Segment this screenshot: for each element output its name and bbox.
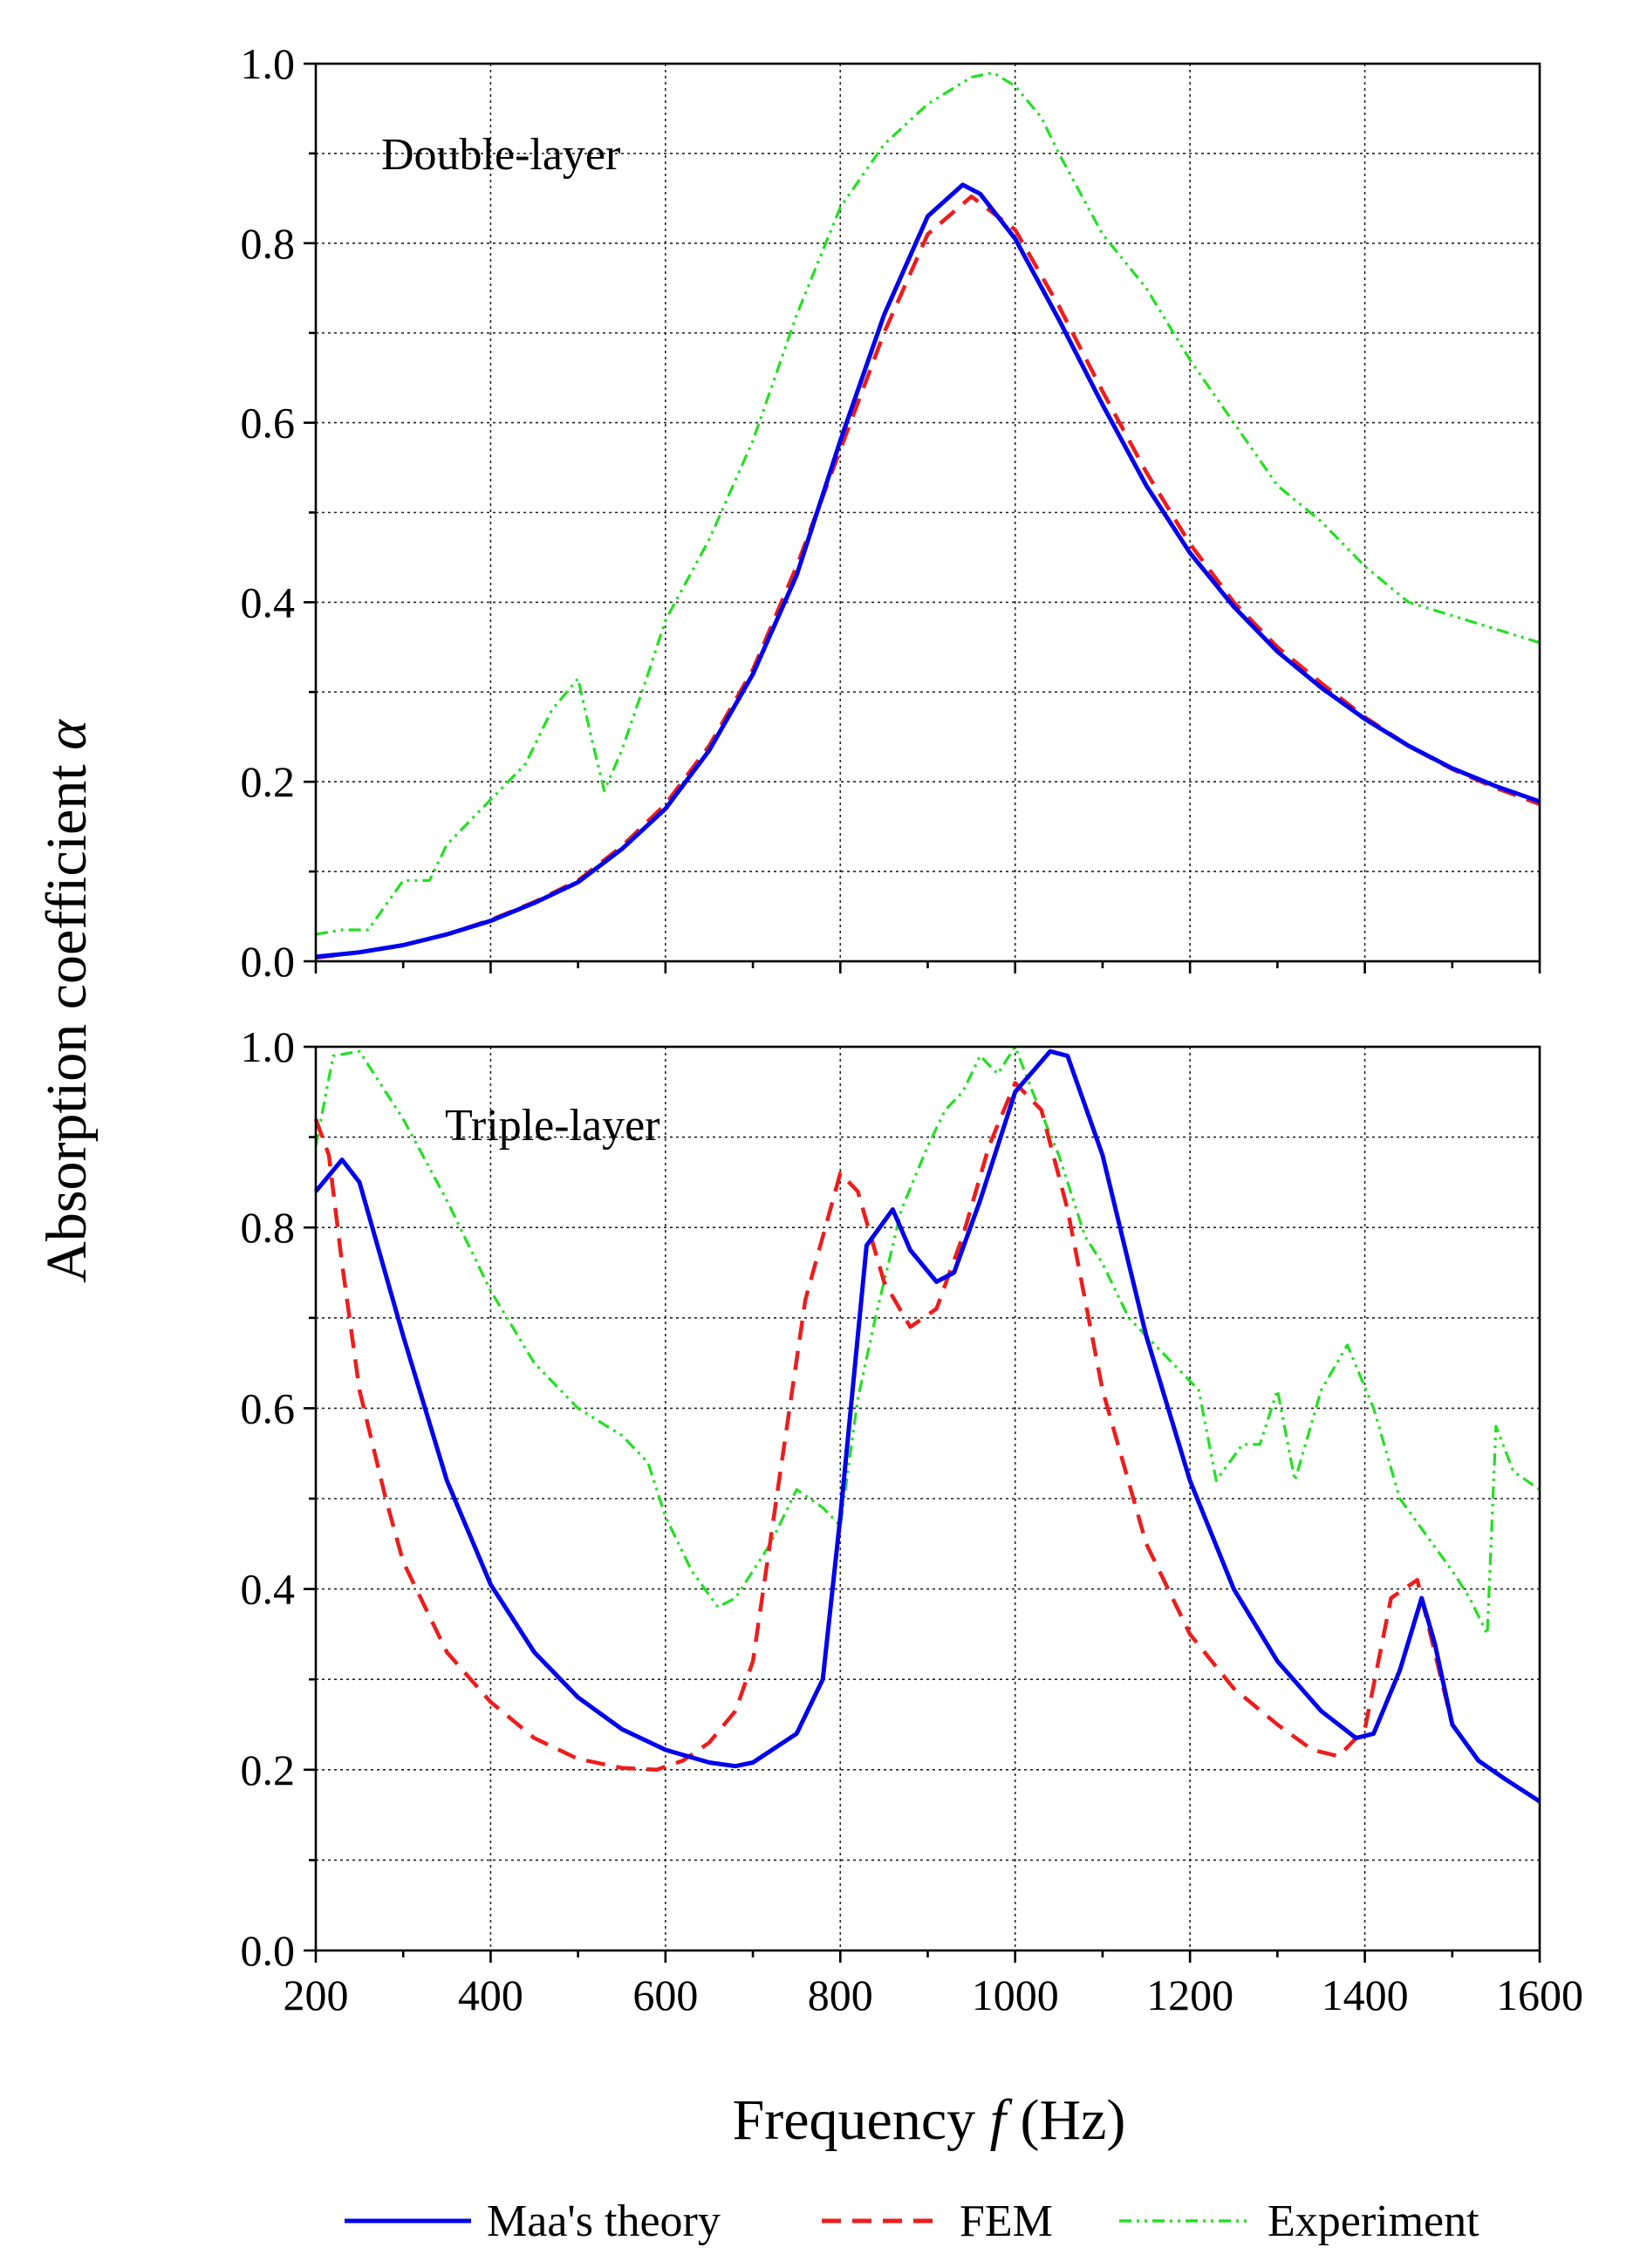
triple-layer-y-tick-label: 0.2 [241,1745,296,1794]
triple-layer-series [313,1045,1541,1804]
triple-layer-panel: 0.0 0.2 0.4 0.6 0.8 1.0 200 400 600 800 1000 1200 1… [241,1022,1584,2019]
triple-layer-y-tick-label: 0.0 [241,1926,296,1975]
y-axis-title-text: Absorption coefficient [35,764,99,1282]
double-layer-y-tick-label: 0.2 [241,757,296,806]
triple-layer-y-tick-label: 1.0 [241,1022,296,1071]
y-axis-title: Absorption coefficient α [35,719,99,1283]
x-axis-title: Frequency f (Hz) [733,2088,1126,2152]
x-tick-label: 600 [632,1971,698,2019]
legend: Maa's theory FEM Experiment [345,2196,1479,2246]
double-layer-series [315,71,1541,960]
double-layer-y-tick-label: 1.0 [241,39,296,88]
triple-layer-y-tick-label: 0.6 [241,1383,296,1432]
legend-label-maa: Maa's theory [487,2196,721,2246]
triple-layer-series-maa [314,1049,1541,1804]
x-tick-label: 800 [808,1971,873,2019]
double-layer-grid [316,64,1540,961]
x-tick-label: 1400 [1322,1971,1409,2019]
double-layer-series-maa [315,182,1541,960]
triple-layer-ticks [304,1045,1541,1963]
x-tick-label: 200 [284,1971,349,2019]
x-axis-title-text: Frequency [733,2088,976,2152]
double-layer-y-tick-label: 0.6 [241,399,296,447]
double-layer-y-tick-label: 0.8 [241,219,296,268]
x-tick-label: 400 [458,1971,523,2019]
double-layer-series-experiment [315,71,1541,936]
double-layer-ticks [304,62,1541,973]
double-layer-panel: 0.0 0.2 0.4 0.6 0.8 1.0 Double-layer [241,39,1541,986]
double-layer-series-fem [315,195,1541,960]
triple-layer-label: Triple-layer [445,1101,659,1151]
triple-layer-grid [316,1047,1540,1950]
double-layer-y-tick-label: 0.4 [241,577,296,626]
triple-layer-y-tick-labels: 0.0 0.2 0.4 0.6 0.8 1.0 [241,1022,296,1975]
triple-layer-y-tick-label: 0.8 [241,1203,296,1252]
x-tick-label: 1000 [972,1971,1059,2019]
legend-label-experiment: Experiment [1268,2196,1479,2246]
triple-layer-series-fem [313,1081,1541,1803]
double-layer-y-tick-labels: 0.0 0.2 0.4 0.6 0.8 1.0 [241,39,296,986]
x-tick-label: 1600 [1496,1971,1583,2019]
x-axis-unit: (Hz) [1021,2088,1126,2152]
triple-layer-y-tick-label: 0.4 [241,1565,296,1614]
x-tick-labels: 200 400 600 800 1000 1200 1400 1600 [284,1971,1584,2019]
double-layer-y-tick-label: 0.0 [241,937,296,986]
legend-label-fem: FEM [960,2196,1053,2246]
y-axis-symbol: α [35,719,99,750]
double-layer-label: Double-layer [381,130,620,180]
x-tick-label: 1200 [1146,1971,1233,2019]
triple-layer-series-experiment [314,1045,1541,1636]
